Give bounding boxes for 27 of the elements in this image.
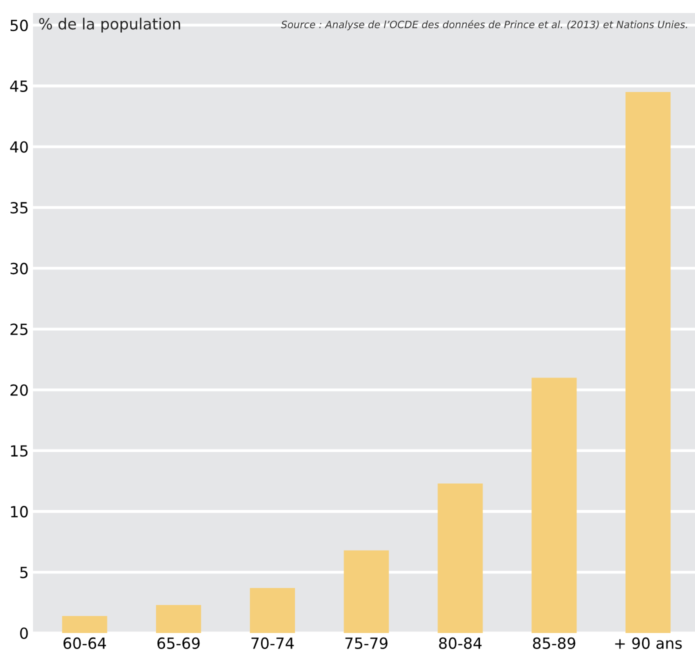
x-tick-label: 80-84 (439, 637, 482, 649)
y-tick-label: 35 (10, 202, 28, 214)
y-tick-label: 25 (10, 324, 28, 336)
y-tick-label: 5 (20, 566, 28, 578)
x-tick-label: 65-69 (157, 637, 200, 649)
x-tick-label: 70-74 (252, 637, 294, 649)
bar (626, 92, 671, 633)
bar (156, 605, 202, 633)
y-tick-label: 40 (10, 141, 28, 153)
bar (250, 588, 295, 633)
y-tick-label: 10 (11, 506, 28, 518)
annotation: Source : Analyse de l’OCDE des données de Prince et al. (2013) et Nations Unies. (281, 20, 688, 30)
y-tick-label: 0 (20, 627, 28, 640)
x-tick-label: 85-89 (532, 637, 576, 649)
y-tick-label: 30 (10, 262, 28, 274)
y-axis-title: % de la population (39, 18, 180, 33)
bar (532, 378, 577, 633)
bar (344, 550, 389, 633)
bar (438, 483, 483, 633)
y-tick-label: 15 (11, 445, 28, 457)
y-tick-label: 20 (10, 384, 28, 396)
y-tick-label: 50 (10, 20, 28, 32)
x-tick-label: 75-79 (345, 637, 388, 649)
x-tick-label: 60-64 (64, 637, 106, 649)
x-tick-label: + 90 ans (615, 637, 682, 649)
bar (62, 616, 108, 633)
y-tick-label: 45 (10, 80, 28, 92)
